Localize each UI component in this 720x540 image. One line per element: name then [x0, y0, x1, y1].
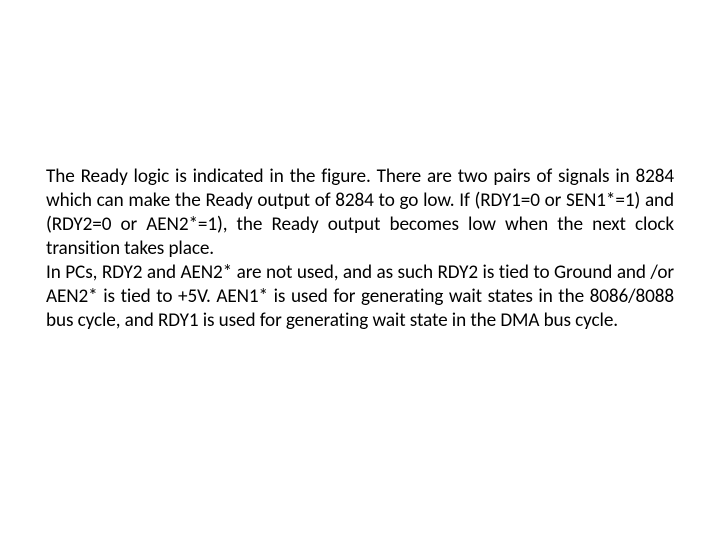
- body-paragraph-2: In PCs, RDY2 and AEN2* are not used, and…: [46, 261, 674, 333]
- slide-container: The Ready logic is indicated in the figu…: [0, 0, 720, 540]
- body-paragraph-1: The Ready logic is indicated in the figu…: [46, 165, 674, 261]
